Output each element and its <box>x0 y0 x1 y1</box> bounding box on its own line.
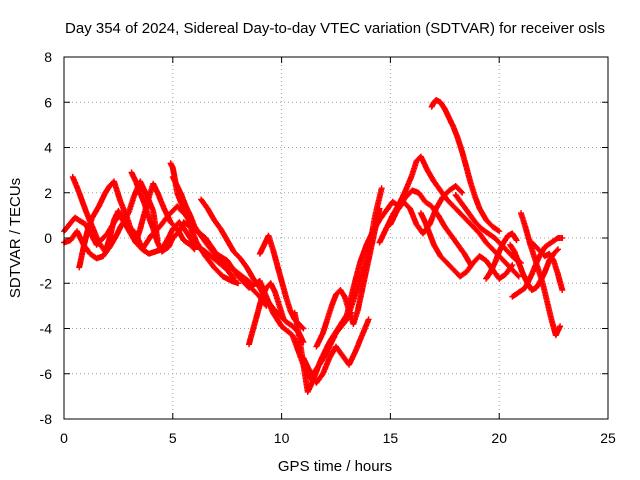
y-tick-label: 8 <box>44 49 52 65</box>
y-axis-label: SDTVAR / TECUs <box>7 178 24 298</box>
axis-ticks: 0 5 10 15 20 25 -8 -6 -4 -2 0 2 4 6 8 <box>40 49 616 446</box>
series-marks <box>169 173 270 309</box>
series-marks <box>246 280 287 348</box>
y-tick-label: -6 <box>40 366 53 382</box>
series-marks <box>528 239 566 293</box>
series-marks <box>198 196 307 346</box>
series-marks <box>428 97 503 235</box>
series-marks <box>483 230 520 282</box>
x-tick-label: 5 <box>169 430 177 446</box>
series-sat-h <box>198 196 307 346</box>
series-sat-e <box>128 169 242 287</box>
series-sat-o <box>376 153 522 280</box>
series-sat-q <box>417 210 516 282</box>
series-sat-r <box>428 97 503 235</box>
series-sat-x <box>528 239 566 293</box>
series-sat-s <box>452 192 524 266</box>
y-tick-label: 2 <box>44 185 52 201</box>
x-tick-label: 10 <box>274 430 290 446</box>
chart-title: Day 354 of 2024, Sidereal Day-to-day VTE… <box>65 20 605 37</box>
series-sat-t <box>483 230 520 282</box>
y-tick-label: -2 <box>40 275 53 291</box>
data-marks <box>61 97 566 395</box>
series-marks <box>376 153 522 280</box>
y-tick-label: 4 <box>44 140 52 156</box>
series-marks <box>452 192 524 266</box>
x-tick-label: 15 <box>383 430 399 446</box>
x-axis-label: GPS time / hours <box>278 458 392 475</box>
x-tick-label: 0 <box>60 430 68 446</box>
series-sat-i <box>246 280 287 348</box>
series-sat-k <box>291 309 355 395</box>
y-tick-label: 0 <box>44 230 52 246</box>
series-marks <box>300 316 372 386</box>
series-sat-g <box>169 173 270 309</box>
y-tick-label: 6 <box>44 94 52 110</box>
series-marks <box>128 169 242 287</box>
series-marks <box>291 309 355 395</box>
y-tick-label: -4 <box>40 321 53 337</box>
series-sat-l <box>300 316 372 386</box>
x-tick-label: 25 <box>600 430 616 446</box>
y-tick-label: -8 <box>40 411 53 427</box>
x-tick-label: 20 <box>491 430 507 446</box>
series-marks <box>417 210 516 282</box>
